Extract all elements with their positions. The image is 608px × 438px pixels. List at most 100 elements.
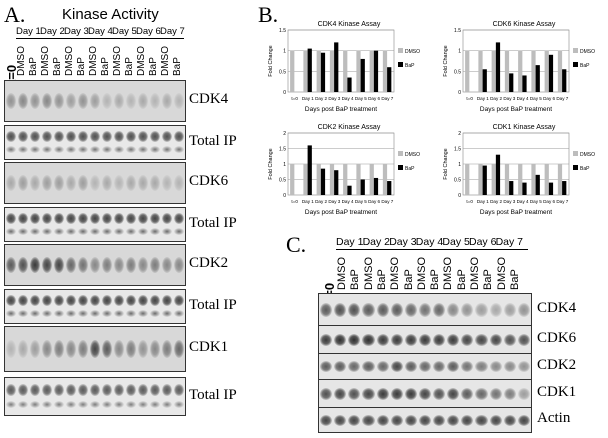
bar-dmso xyxy=(465,164,470,195)
legend-swatch-bap xyxy=(573,165,578,170)
panel-a-6-band xyxy=(150,340,160,358)
legend-swatch-dmso xyxy=(573,151,578,156)
panel-a-5-band-lower xyxy=(54,310,64,318)
panel-a-1-band-lower xyxy=(6,146,16,154)
panel-a-0-band xyxy=(66,93,76,109)
bar-bap xyxy=(373,177,379,195)
panel-a-1-band xyxy=(162,130,172,143)
panel-a-day-label: Day 3 xyxy=(64,26,89,37)
panel-c-3-band xyxy=(404,387,417,400)
panel-a-0-band xyxy=(18,93,28,109)
panel-a-blot-label: CDK4 xyxy=(189,91,229,107)
panel-b-letter: B. xyxy=(258,2,279,27)
legend-label: DMSO xyxy=(405,152,420,158)
x-tick-label: t=0 xyxy=(466,96,473,101)
panel-a-6-band xyxy=(174,340,184,358)
legend-label: DMSO xyxy=(580,49,595,55)
panel-c-1-band xyxy=(475,333,488,346)
panel-a-3-band-lower xyxy=(102,228,112,236)
bar-bap xyxy=(347,77,352,92)
panel-a-7-band-lower xyxy=(78,400,88,409)
x-tick-label: Day 5 xyxy=(530,96,542,101)
panel-c-3-band xyxy=(418,387,432,400)
panel-c-0-band xyxy=(362,302,375,317)
panel-a-7-blot-image xyxy=(4,377,186,416)
panel-a-7-band-lower xyxy=(150,400,160,409)
panel-c-3-band xyxy=(517,387,530,400)
chart-title: CDK4 Kinase Assay xyxy=(318,21,381,28)
bar-dmso xyxy=(465,50,470,92)
panel-c-3-band xyxy=(390,387,403,400)
panel-c-1-band xyxy=(489,333,502,346)
panel-a-5-band-lower xyxy=(150,310,160,318)
panel-a-5-band xyxy=(54,294,64,307)
x-tick-label: Day 6 xyxy=(543,199,555,204)
y-tick-label: 1.5 xyxy=(454,28,461,34)
x-tick-label: Day 1 xyxy=(477,199,489,204)
bar-dmso xyxy=(504,164,510,195)
bar-dmso xyxy=(369,164,374,195)
panel-c-lane-label: BaP xyxy=(482,269,495,290)
panel-a-5-band-lower xyxy=(174,310,184,318)
panel-a-blot-label: CDK1 xyxy=(189,339,229,355)
panel-a-day-label: Day 7 xyxy=(160,26,185,37)
panel-a-1-band xyxy=(102,130,112,143)
panel-a-5-band xyxy=(126,294,136,307)
panel-c-day-bracket xyxy=(336,249,528,250)
panel-c-2-blot-image xyxy=(318,353,532,380)
panel-a-5-band-lower xyxy=(138,310,148,318)
panel-c-2-band xyxy=(447,361,460,373)
chart-svg: CDK1 Kinase Assay 0 0.5 1 1.5 2 Fold Change t=0… xyxy=(443,124,595,216)
y-tick-label: 1 xyxy=(283,162,286,168)
x-tick-label: Day 2 xyxy=(315,96,327,101)
bar-dmso xyxy=(316,164,321,195)
y-axis-label: Fold Change xyxy=(268,148,274,180)
panel-a-2-band xyxy=(54,175,64,191)
panel-a-3-band xyxy=(162,212,172,225)
panel-c-2-band xyxy=(390,361,403,373)
y-axis-label: Fold Change xyxy=(268,45,274,77)
panel-a-1-band xyxy=(18,130,28,143)
bar-dmso xyxy=(478,164,483,195)
bar-dmso xyxy=(531,164,536,195)
panel-a-3-band-lower xyxy=(174,228,184,236)
bar-dmso xyxy=(303,50,308,92)
bar-dmso xyxy=(303,164,308,195)
panel-c-0-band xyxy=(461,302,474,317)
bar-bap xyxy=(320,52,326,92)
panel-a-1-band xyxy=(174,130,184,143)
y-tick-label: 0.5 xyxy=(454,69,461,75)
panel-a-7-band xyxy=(30,383,40,397)
panel-c-2-band xyxy=(334,361,347,373)
panel-c-0-band xyxy=(475,302,488,317)
bar-dmso xyxy=(531,50,536,92)
panel-c-lane-label: DMSO xyxy=(389,257,402,290)
legend-label: BaP xyxy=(405,166,415,172)
panel-c-1-band xyxy=(447,333,460,346)
panel-a-1-band xyxy=(78,130,88,143)
panel-c-4-band xyxy=(418,414,432,426)
panel-c-day-label: Day 3 xyxy=(389,236,417,248)
panel-a-lane-label: BaP xyxy=(52,57,63,76)
panel-a-0-band xyxy=(102,93,112,109)
legend-swatch-bap xyxy=(398,62,403,67)
panel-a-6-band xyxy=(126,340,136,358)
x-tick-label: Day 3 xyxy=(503,199,515,204)
panel-c-lane-label: BaP xyxy=(455,269,468,290)
panel-a-7-band-lower xyxy=(138,400,148,409)
bar-dmso xyxy=(518,164,523,195)
panel-a-1-band xyxy=(66,130,76,143)
panel-a-lane-label: BaP xyxy=(100,57,111,76)
x-tick-label: Day 6 xyxy=(368,199,380,204)
panel-c-blot-label: Actin xyxy=(537,410,571,426)
panel-a-7-band-lower xyxy=(90,400,100,409)
panel-a-5-band xyxy=(30,294,40,307)
panel-a-3-band xyxy=(18,212,28,225)
panel-c-3-band xyxy=(461,387,474,400)
panel-a-4-band xyxy=(90,257,100,273)
panel-a-3-band xyxy=(66,212,76,225)
panel-a-1-band-lower xyxy=(102,146,112,154)
panel-c-blot-label: CDK4 xyxy=(537,299,577,316)
bar-dmso xyxy=(343,50,348,92)
panel-a-3-band xyxy=(138,212,148,225)
